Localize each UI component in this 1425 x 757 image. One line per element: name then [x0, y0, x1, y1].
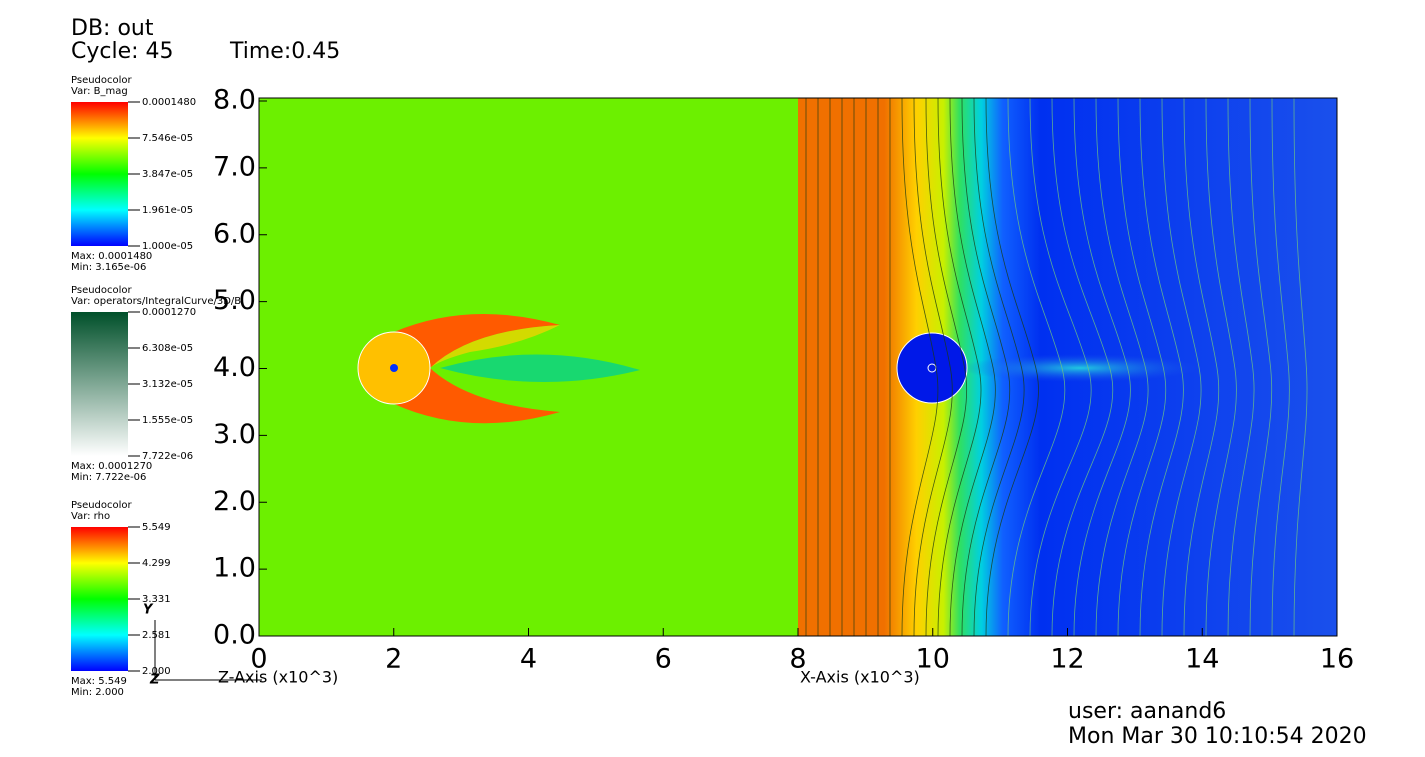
legend-max: Max: 0.0001270 [71, 461, 152, 472]
x-tick-label: 16 [1320, 644, 1354, 675]
z-axis-title: Z-Axis (x10^3) [218, 668, 338, 687]
x-tick-label: 2 [385, 644, 402, 675]
triad: Y Z [143, 603, 262, 688]
time-label: Time:0.45 [229, 39, 340, 64]
streamline [937, 97, 982, 637]
y-tick-label: 3.0 [213, 419, 256, 450]
legend-tick-label: 4.299 [142, 558, 171, 569]
streamline [973, 97, 1025, 637]
streamline [1073, 97, 1131, 637]
streamline [1095, 97, 1149, 637]
streamlines [805, 97, 1308, 637]
streamline [1029, 97, 1092, 637]
legend-plot: Pseudocolor [71, 285, 133, 296]
legend-min: Min: 3.165e-06 [71, 262, 146, 273]
legend-colorbar [71, 312, 128, 456]
legend-var: Var: rho [71, 511, 110, 522]
legend-var: Var: operators/IntegralCurve/3D/B [71, 296, 241, 307]
streamline [1117, 97, 1167, 637]
x-tick-label: 4 [520, 644, 537, 675]
x-tick-label: 12 [1050, 644, 1084, 675]
legend-tick-label: 0.0001270 [142, 307, 196, 318]
streamline [913, 97, 953, 637]
y-tick-label: 7.0 [213, 151, 256, 182]
legend-plot: Pseudocolor [71, 75, 133, 86]
legend-tick-label: 3.132e-05 [142, 379, 193, 390]
legend-tick-label: 3.847e-05 [142, 169, 193, 180]
legend-tick-label: 7.722e-06 [142, 451, 193, 462]
triad-y: Y [143, 603, 154, 618]
streamline [1051, 97, 1114, 637]
y-tick-label: 8.0 [213, 85, 256, 116]
center-left [390, 364, 398, 372]
streamline [1183, 97, 1220, 637]
plot-area [258, 97, 1338, 637]
legend-min: Min: 2.000 [71, 687, 124, 698]
streamline [925, 97, 968, 637]
legend-tick-label: 2.000 [142, 666, 171, 677]
y-tick-label: 5.0 [213, 285, 256, 316]
x-tick-label: 0 [250, 644, 267, 675]
y-tick-label: 4.0 [213, 352, 256, 383]
legend-colorbar [71, 527, 128, 671]
streamline [1293, 97, 1308, 637]
x-tick-label: 6 [655, 644, 672, 675]
triad-z: Z [149, 673, 160, 688]
wake-left [440, 354, 640, 383]
legend-max: Max: 0.0001480 [71, 251, 152, 262]
streamline [1227, 97, 1255, 637]
legend-tick-label: 1.555e-05 [142, 415, 193, 426]
legend-plot: Pseudocolor [71, 500, 133, 511]
legend-colorbar [71, 102, 128, 246]
streamline [1139, 97, 1184, 637]
x-tick-label: 10 [916, 644, 950, 675]
user-label: user: aanand6 [1068, 699, 1226, 724]
legend-tick-label: 2.581 [142, 630, 171, 641]
streamline [1007, 97, 1066, 637]
axes: 8.0 7.0 6.0 5.0 4.0 3.0 2.0 1.0 0.00 2 4 6 8 10 12 14 16 [213, 85, 1354, 675]
y-tick-label: 6.0 [213, 218, 256, 249]
y-tick-label: 2.0 [213, 486, 256, 517]
cycle-label: Cycle: 45 [71, 39, 174, 64]
db-label: DB: out [71, 16, 154, 41]
legend-tick-label: 5.549 [142, 522, 171, 533]
wake-right [960, 354, 1200, 382]
streamline [1249, 97, 1273, 637]
legend-tick-label: 6.308e-05 [142, 343, 193, 354]
y-tick-label: 1.0 [213, 553, 256, 584]
streamline [985, 97, 1039, 637]
x-axis-title: X-Axis (x10^3) [800, 668, 920, 687]
legend-max: Max: 5.549 [71, 676, 127, 687]
legend-tick-label: 1.961e-05 [142, 205, 193, 216]
streamline [1205, 97, 1237, 637]
y-tick-label: 0.0 [213, 620, 256, 651]
legend-tick-label: 1.000e-05 [142, 241, 193, 252]
streamline [1271, 97, 1290, 637]
x-tick-label: 14 [1185, 644, 1219, 675]
bow-shock [394, 314, 560, 424]
legend-var: Var: B_mag [71, 86, 128, 97]
legend-min: Min: 7.722e-06 [71, 472, 146, 483]
streamline [961, 97, 1011, 637]
legend-tick-label: 3.331 [142, 594, 171, 605]
body-right [896, 332, 968, 404]
legend-tick-label: 0.0001480 [142, 97, 196, 108]
bow-edge [430, 325, 560, 368]
date-label: Mon Mar 30 10:10:54 2020 [1068, 724, 1367, 749]
streamline [901, 97, 939, 637]
legend-tick-label: 7.546e-05 [142, 133, 193, 144]
streamline [1161, 97, 1202, 637]
x-tick-label: 8 [789, 644, 806, 675]
streamline [949, 97, 996, 637]
